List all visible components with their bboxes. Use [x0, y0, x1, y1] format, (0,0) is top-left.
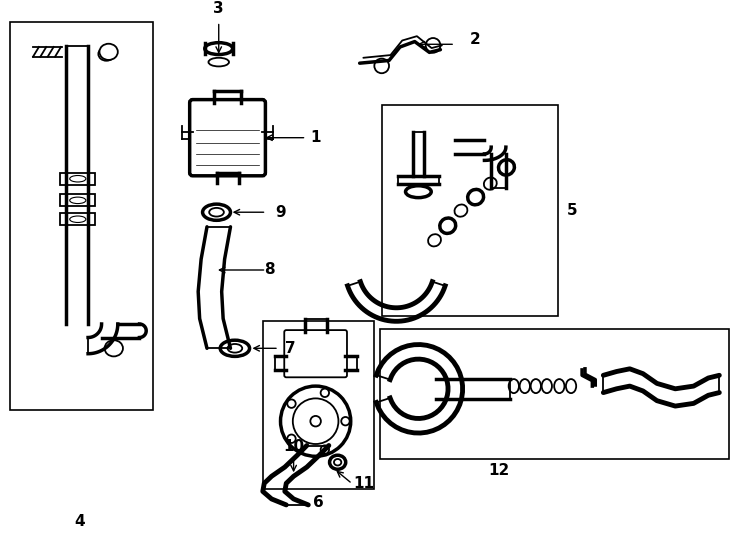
- Ellipse shape: [484, 178, 497, 190]
- Ellipse shape: [440, 218, 456, 233]
- Ellipse shape: [428, 234, 441, 246]
- Ellipse shape: [104, 340, 123, 356]
- FancyBboxPatch shape: [189, 99, 266, 176]
- Ellipse shape: [468, 190, 484, 205]
- Circle shape: [321, 389, 329, 397]
- Bar: [382, 105, 558, 316]
- Circle shape: [293, 399, 338, 444]
- Ellipse shape: [70, 216, 86, 222]
- Ellipse shape: [98, 47, 115, 60]
- Text: 11: 11: [354, 476, 375, 491]
- Circle shape: [287, 400, 296, 408]
- Ellipse shape: [542, 379, 552, 393]
- Ellipse shape: [566, 379, 576, 393]
- Bar: [60, 173, 95, 185]
- Circle shape: [341, 417, 349, 426]
- Text: 6: 6: [313, 495, 324, 510]
- Text: 4: 4: [74, 514, 84, 529]
- Ellipse shape: [520, 379, 530, 393]
- Bar: [263, 321, 374, 489]
- Bar: [380, 329, 729, 459]
- Bar: [60, 213, 95, 225]
- Ellipse shape: [209, 208, 224, 217]
- Circle shape: [321, 446, 329, 454]
- Text: 8: 8: [264, 262, 275, 278]
- Bar: [60, 194, 95, 206]
- Ellipse shape: [405, 186, 431, 198]
- Ellipse shape: [99, 44, 117, 60]
- Circle shape: [310, 416, 321, 427]
- Ellipse shape: [203, 204, 230, 220]
- Ellipse shape: [531, 379, 541, 393]
- Ellipse shape: [509, 379, 519, 393]
- Text: 5: 5: [567, 203, 577, 218]
- Text: 10: 10: [283, 438, 304, 454]
- Text: 12: 12: [489, 463, 509, 478]
- Ellipse shape: [554, 379, 564, 393]
- FancyBboxPatch shape: [284, 330, 347, 377]
- Text: 3: 3: [214, 1, 224, 16]
- Circle shape: [426, 38, 440, 53]
- Ellipse shape: [220, 340, 250, 356]
- Ellipse shape: [70, 176, 86, 182]
- Text: 1: 1: [310, 130, 321, 145]
- Text: 7: 7: [285, 341, 295, 356]
- Text: 2: 2: [470, 32, 481, 47]
- Ellipse shape: [228, 344, 242, 353]
- Circle shape: [374, 58, 389, 73]
- Ellipse shape: [205, 43, 233, 55]
- Circle shape: [280, 386, 351, 456]
- Ellipse shape: [454, 205, 468, 217]
- Ellipse shape: [208, 58, 229, 66]
- Circle shape: [287, 435, 296, 443]
- Bar: [10, 22, 153, 410]
- Ellipse shape: [70, 197, 86, 204]
- Text: 9: 9: [275, 205, 286, 220]
- Ellipse shape: [498, 160, 515, 175]
- Ellipse shape: [330, 455, 346, 469]
- Ellipse shape: [334, 459, 341, 465]
